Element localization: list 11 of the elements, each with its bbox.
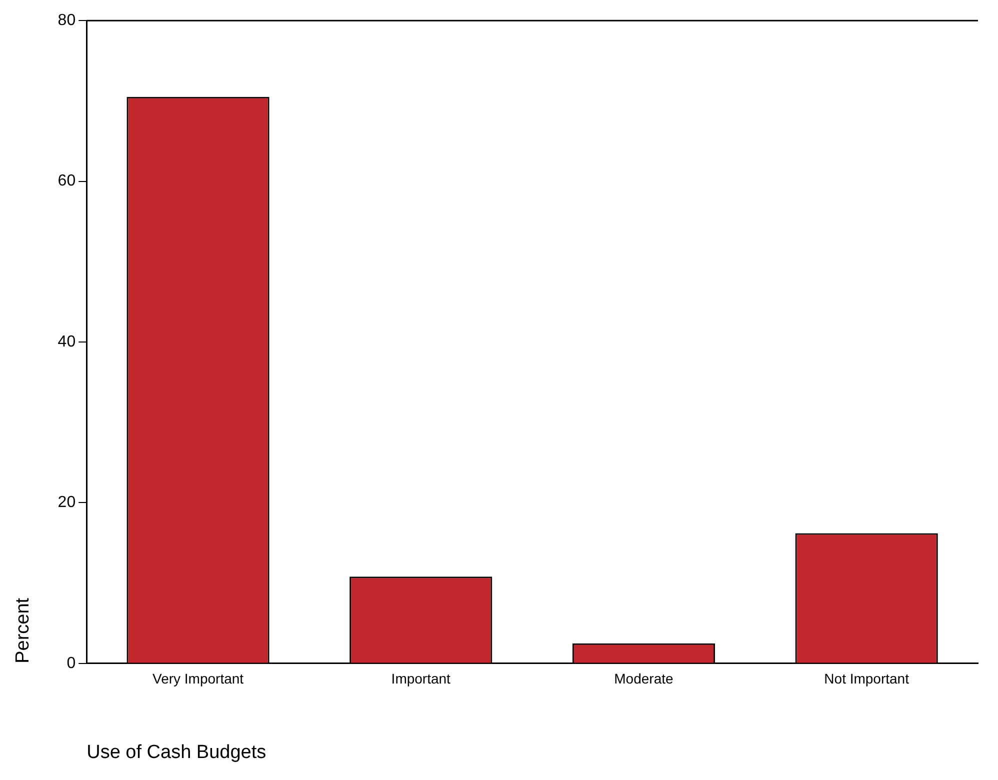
- y-axis-title: Percent: [12, 597, 34, 664]
- x-tick-label: Important: [391, 670, 451, 687]
- y-tick-label: 80: [58, 12, 76, 30]
- y-tick-label: 0: [66, 654, 76, 672]
- x-tick-label: Very Important: [152, 670, 244, 687]
- x-axis-title: Use of Cash Budgets: [86, 742, 266, 763]
- y-tick-label: 60: [58, 172, 76, 190]
- y-tick-label: 20: [58, 494, 76, 512]
- x-tick-label: Not Important: [824, 670, 910, 687]
- y-tick-label: 40: [58, 333, 76, 350]
- x-tick-label: Moderate: [614, 670, 674, 687]
